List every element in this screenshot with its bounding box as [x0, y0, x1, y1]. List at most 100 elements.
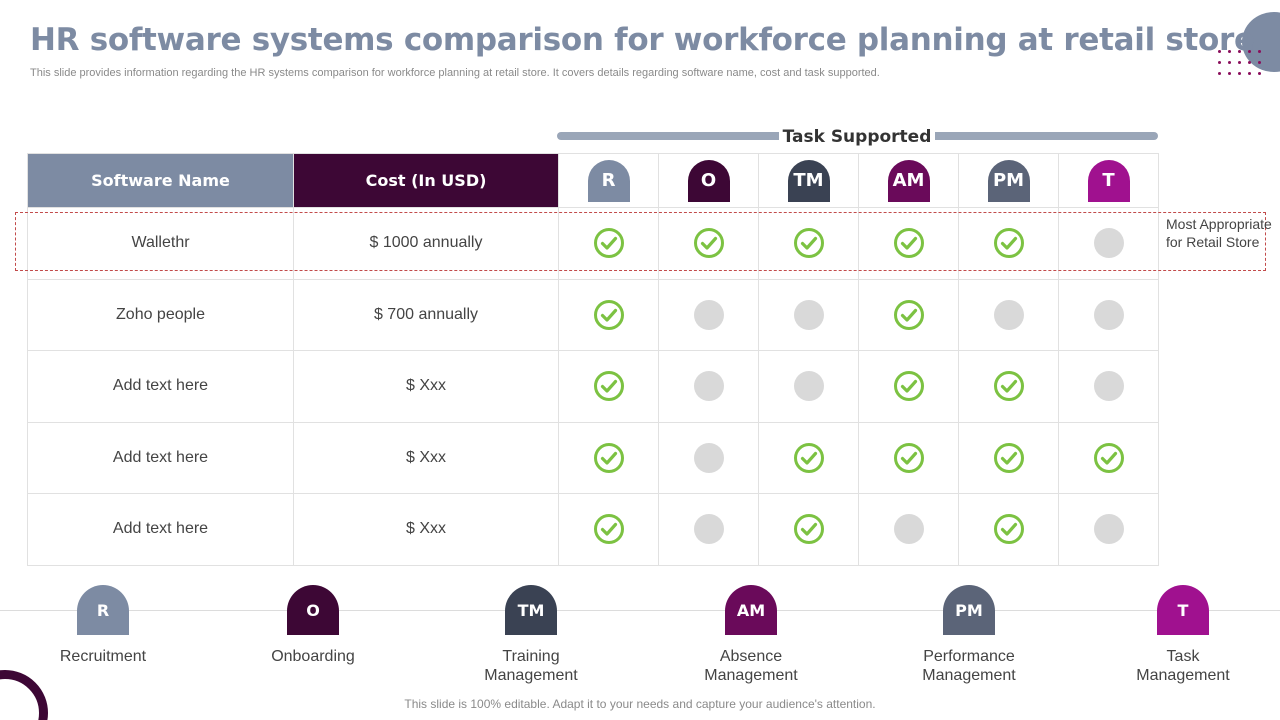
check-icon — [793, 442, 825, 474]
legend-item-am: AM Absence Management — [651, 585, 851, 685]
table-header-row: Software Name Cost (In USD) R O TM AM PM T — [27, 153, 1159, 208]
support-cell-o — [658, 207, 759, 280]
support-cell-t — [1058, 493, 1159, 566]
legend-item-r: R Recruitment — [3, 585, 203, 666]
legend-label: Training Management — [484, 648, 578, 684]
table-row: Add text here $ Xxx — [27, 493, 1159, 566]
decorative-dot — [1228, 61, 1231, 64]
unsupported-dot-icon — [1093, 228, 1124, 259]
legend-item-o: O Onboarding — [213, 585, 413, 666]
cost-cell: $ Xxx — [293, 421, 559, 494]
unsupported-dot-icon — [993, 299, 1024, 330]
check-icon — [993, 227, 1025, 259]
header-task-tm: TM — [758, 153, 859, 208]
check-icon — [893, 227, 925, 259]
task-tab-tm: TM — [787, 159, 830, 202]
support-cell-t — [1058, 350, 1159, 423]
cost-cell: $ 1000 annually — [293, 207, 559, 280]
check-icon — [993, 370, 1025, 402]
support-cell-tm — [758, 493, 859, 566]
decorative-dot — [1218, 50, 1221, 53]
support-cell-pm — [958, 207, 1059, 280]
support-cell-pm — [958, 278, 1059, 351]
legend-tab: O — [287, 585, 339, 635]
header-task-o: O — [658, 153, 759, 208]
comparison-table: Software Name Cost (In USD) R O TM AM PM T Wa… — [27, 153, 1159, 566]
header-software-name: Software Name — [27, 153, 294, 208]
legend-tab: PM — [943, 585, 995, 635]
table-row: Zoho people $ 700 annually — [27, 278, 1159, 351]
check-icon — [893, 370, 925, 402]
check-icon — [593, 442, 625, 474]
support-cell-tm — [758, 207, 859, 280]
legend-item-t: T Task Management — [1083, 585, 1280, 685]
task-tab-t: T — [1087, 159, 1130, 202]
legend-tab: T — [1157, 585, 1209, 635]
legend-tab: TM — [505, 585, 557, 635]
legend-label: Task Management — [1136, 648, 1230, 684]
support-cell-o — [658, 350, 759, 423]
unsupported-dot-icon — [1093, 371, 1124, 402]
table-row: Add text here $ Xxx — [27, 350, 1159, 423]
unsupported-dot-icon — [693, 371, 724, 402]
task-tab-r: R — [587, 159, 630, 202]
support-cell-r — [558, 278, 659, 351]
check-icon — [793, 513, 825, 545]
table-row: Wallethr $ 1000 annually — [27, 207, 1159, 280]
slide-title: HR software systems comparison for workf… — [30, 22, 1255, 58]
software-name-cell: Wallethr — [27, 207, 294, 280]
legend-tab: AM — [725, 585, 777, 635]
task-tab-pm: PM — [987, 159, 1030, 202]
check-icon — [593, 227, 625, 259]
check-icon — [893, 442, 925, 474]
check-icon — [1093, 442, 1125, 474]
decorative-dot — [1258, 72, 1261, 75]
check-icon — [993, 442, 1025, 474]
software-name-cell: Add text here — [27, 493, 294, 566]
task-tab-am: AM — [887, 159, 930, 202]
legend-item-tm: TM Training Management — [431, 585, 631, 685]
decorative-dot — [1218, 61, 1221, 64]
decorative-dot — [1258, 50, 1261, 53]
decorative-dot — [1238, 72, 1241, 75]
legend-tab: R — [77, 585, 129, 635]
unsupported-dot-icon — [693, 299, 724, 330]
header-task-pm: PM — [958, 153, 1059, 208]
unsupported-dot-icon — [693, 514, 724, 545]
decorative-dot — [1248, 72, 1251, 75]
decorative-dot — [1248, 50, 1251, 53]
highlight-note: Most Appropriate for Retail Store — [1166, 216, 1272, 250]
header-task-am: AM — [858, 153, 959, 208]
support-cell-t — [1058, 421, 1159, 494]
decorative-dot — [1228, 72, 1231, 75]
support-cell-t — [1058, 278, 1159, 351]
software-name-cell: Zoho people — [27, 278, 294, 351]
check-icon — [593, 370, 625, 402]
task-tab-o: O — [687, 159, 730, 202]
support-cell-tm — [758, 421, 859, 494]
support-cell-r — [558, 421, 659, 494]
cost-cell: $ Xxx — [293, 350, 559, 423]
cost-cell: $ Xxx — [293, 493, 559, 566]
decorative-dot — [1228, 50, 1231, 53]
software-name-cell: Add text here — [27, 350, 294, 423]
decorative-dot — [1258, 61, 1261, 64]
table-row: Add text here $ Xxx — [27, 421, 1159, 494]
legend-label: Onboarding — [271, 648, 355, 665]
check-icon — [693, 227, 725, 259]
decorative-dot — [1238, 61, 1241, 64]
support-cell-am — [858, 278, 959, 351]
check-icon — [793, 227, 825, 259]
support-cell-r — [558, 493, 659, 566]
support-cell-am — [858, 350, 959, 423]
decorative-dots — [1218, 50, 1262, 80]
legend-divider — [0, 610, 1280, 611]
support-cell-pm — [958, 421, 1059, 494]
header-task-r: R — [558, 153, 659, 208]
support-cell-am — [858, 493, 959, 566]
software-name-cell: Add text here — [27, 421, 294, 494]
footer-note: This slide is 100% editable. Adapt it to… — [404, 697, 876, 711]
support-cell-t — [1058, 207, 1159, 280]
support-cell-am — [858, 421, 959, 494]
support-cell-r — [558, 350, 659, 423]
